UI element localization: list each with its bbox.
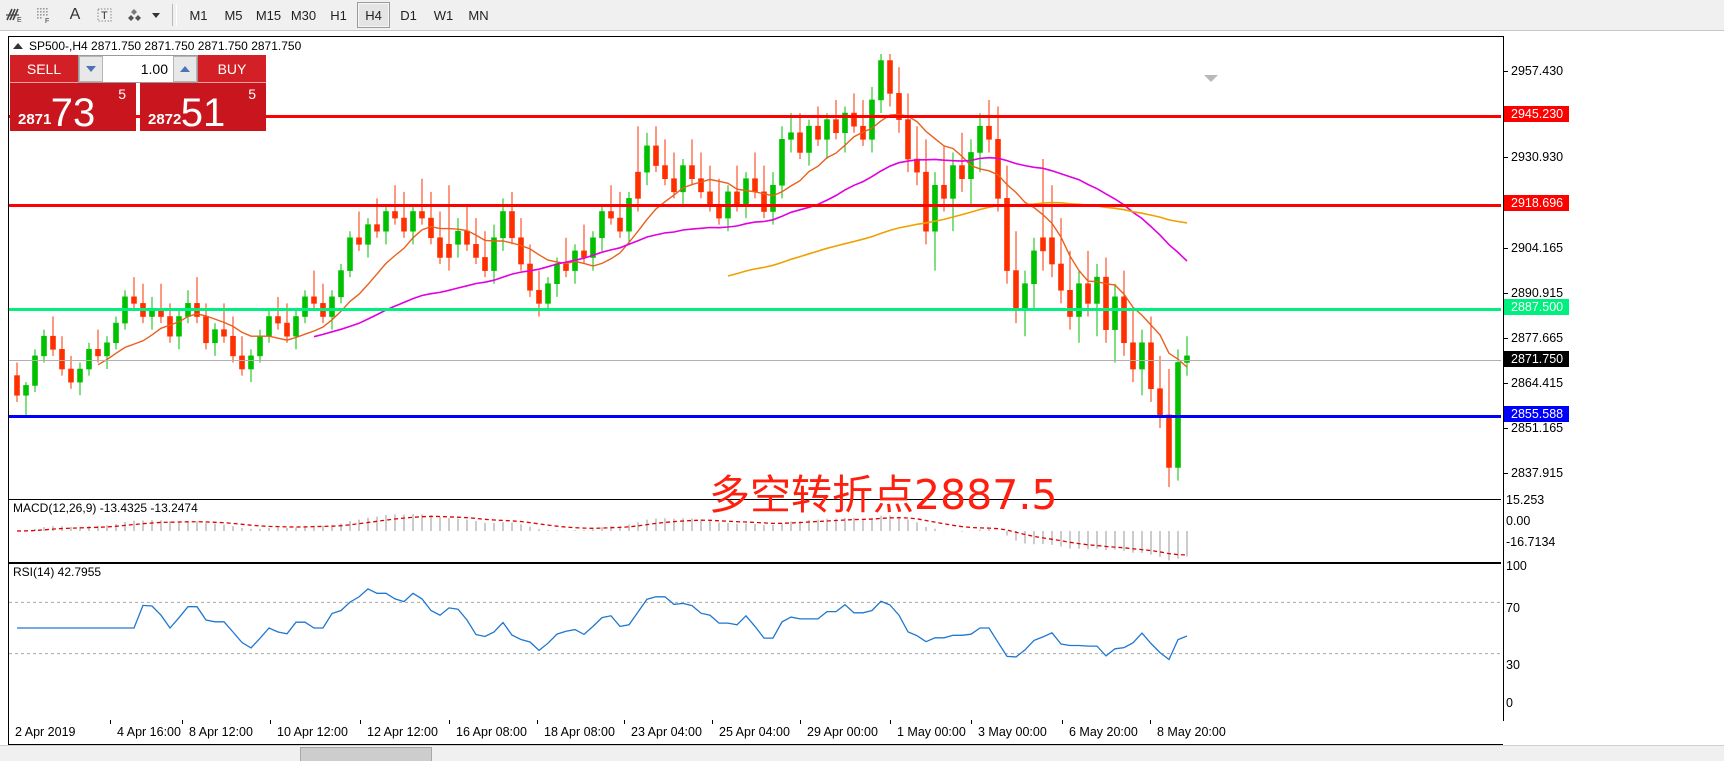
rsi-scale-3: 0: [1506, 696, 1513, 710]
support-level-badge[interactable]: 2855.588: [1504, 406, 1570, 422]
price-tick-4: 2877.665: [1504, 331, 1563, 345]
chart-annotation-text: 多空转折点2887.5: [709, 471, 1058, 519]
price-tick-2: 2904.165: [1504, 241, 1563, 255]
rsi-scale-2: 30: [1506, 658, 1520, 672]
svg-text:T: T: [101, 10, 108, 22]
sell-price-prefix: 2871: [18, 111, 52, 128]
scrollbar-thumb[interactable]: [300, 747, 432, 761]
rsi-scale-1: 70: [1506, 601, 1520, 615]
objects-dropdown-caret-icon[interactable]: [152, 12, 160, 18]
time-label-6: 18 Apr 08:00: [537, 720, 615, 739]
current-price-badge[interactable]: 2871.750: [1504, 351, 1570, 367]
chart-scale-handle[interactable]: [1204, 75, 1218, 82]
objects-icon[interactable]: [120, 1, 150, 29]
timeframe-w1[interactable]: W1: [433, 7, 454, 23]
horizontal-scrollbar[interactable]: [0, 745, 1724, 761]
macd-series: [16, 514, 1188, 561]
time-label-7: 23 Apr 04:00: [624, 720, 702, 739]
price-tick-6: 2851.165: [1504, 421, 1563, 435]
price-tick-7: 2837.915: [1504, 466, 1563, 480]
rsi-pane[interactable]: RSI(14) 42.7955: [9, 563, 1501, 694]
chart-toolbar: E F A T: [0, 0, 1724, 31]
macd-pane[interactable]: MACD(12,26,9) -13.4325 -13.2474: [9, 499, 1501, 563]
svg-text:F: F: [45, 18, 49, 24]
time-label-8: 25 Apr 04:00: [712, 720, 790, 739]
timeframe-h4[interactable]: H4: [357, 2, 390, 28]
chevron-up-icon: [180, 66, 190, 72]
volume-increase-button[interactable]: [173, 56, 197, 82]
sell-price-main: 73: [50, 91, 96, 135]
templates-icon[interactable]: F: [30, 1, 60, 29]
text-label-icon[interactable]: T: [90, 1, 120, 29]
macd-scale-1: 0.00: [1506, 514, 1531, 528]
one-click-trading-panel[interactable]: SELL 1.00 BUY 73 2871 5 51 2872 5: [10, 55, 266, 135]
buy-price-box[interactable]: 51 2872 5: [140, 83, 266, 135]
chart-symbol-ohlc-text: SP500-,H4 2871.750 2871.750 2871.750 287…: [29, 38, 302, 53]
macd-scale-2: -16.7134: [1506, 535, 1556, 549]
price-scale-axis[interactable]: 2957.430 2930.930 2904.165 2890.915 2877.665…: [1503, 36, 1724, 719]
volume-decrease-button[interactable]: [79, 56, 103, 82]
indicators-icon[interactable]: E: [0, 1, 30, 29]
time-label-12: 6 May 20:00: [1062, 720, 1138, 739]
trade-panel-prices-row: 73 2871 5 51 2872 5: [10, 83, 266, 135]
price-tick-5: 2864.415: [1504, 376, 1563, 390]
time-label-4: 12 Apr 12:00: [360, 720, 438, 739]
sell-price-fraction: 5: [118, 86, 126, 102]
rsi-scale-0: 100: [1506, 559, 1527, 573]
pivot-level-badge[interactable]: 2887.500: [1504, 299, 1570, 315]
price-tick-0: 2957.430: [1504, 64, 1563, 78]
macd-scale-0: 15.253: [1506, 493, 1545, 507]
price-tick-3: 2890.915: [1504, 286, 1563, 300]
time-label-5: 16 Apr 08:00: [449, 720, 527, 739]
support-line[interactable]: [9, 415, 1501, 418]
rsi-label: RSI(14) 42.7955: [13, 565, 102, 579]
buy-price-prefix: 2872: [148, 111, 182, 128]
sell-price-box[interactable]: 73 2871 5: [10, 83, 136, 135]
timeframe-m15[interactable]: M15: [255, 7, 282, 23]
resistance-level-upper-badge[interactable]: 2945.230: [1504, 106, 1570, 122]
current-price-line[interactable]: [9, 360, 1501, 361]
candlestick-series: [14, 54, 1190, 488]
time-label-3: 10 Apr 12:00: [270, 720, 348, 739]
time-label-1: 4 Apr 16:00: [110, 720, 181, 739]
time-label-11: 3 May 00:00: [971, 720, 1047, 739]
chevron-down-icon: [86, 66, 96, 72]
pivot-line[interactable]: [9, 308, 1501, 311]
resistance-line-upper[interactable]: [9, 115, 1501, 118]
volume-stepper[interactable]: 1.00: [78, 55, 198, 83]
trade-panel-controls-row: SELL 1.00 BUY: [10, 55, 266, 83]
chart-collapse-icon[interactable]: [13, 42, 23, 49]
buy-price-main: 51: [180, 91, 226, 135]
time-scale-axis[interactable]: 2 Apr 2019 4 Apr 16:00 8 Apr 12:00 10 Apr 1…: [7, 720, 1503, 745]
timeframe-d1[interactable]: D1: [400, 7, 417, 23]
price-pane[interactable]: [9, 54, 1501, 497]
text-tool-icon[interactable]: A: [69, 6, 81, 23]
toolbar-separator: [172, 4, 177, 26]
timeframe-m1[interactable]: M1: [189, 7, 208, 23]
time-label-2: 8 Apr 12:00: [182, 720, 253, 739]
sell-button[interactable]: SELL: [10, 55, 78, 83]
volume-input[interactable]: 1.00: [103, 56, 173, 82]
timeframe-h1[interactable]: H1: [330, 7, 347, 23]
timeframe-m30[interactable]: M30: [290, 7, 317, 23]
time-label-10: 1 May 00:00: [890, 720, 966, 739]
buy-price-fraction: 5: [248, 86, 256, 102]
price-tick-1: 2930.930: [1504, 150, 1563, 164]
timeframe-m5[interactable]: M5: [224, 7, 243, 23]
chart-symbol-header: SP500-,H4 2871.750 2871.750 2871.750 287…: [9, 37, 1503, 54]
resistance-level-lower-badge[interactable]: 2918.696: [1504, 195, 1570, 211]
time-label-0: 2 Apr 2019: [7, 720, 76, 739]
chart-canvas[interactable]: SP500-,H4 2871.750 2871.750 2871.750 287…: [8, 36, 1504, 721]
svg-text:E: E: [17, 17, 22, 24]
time-label-13: 8 May 20:00: [1150, 720, 1226, 739]
macd-label: MACD(12,26,9) -13.4325 -13.2474: [13, 501, 198, 515]
rsi-series: [9, 588, 1501, 661]
buy-button[interactable]: BUY: [198, 55, 266, 83]
resistance-line-lower[interactable]: [9, 204, 1501, 207]
time-label-9: 29 Apr 00:00: [800, 720, 878, 739]
timeframe-mn[interactable]: MN: [468, 7, 489, 23]
